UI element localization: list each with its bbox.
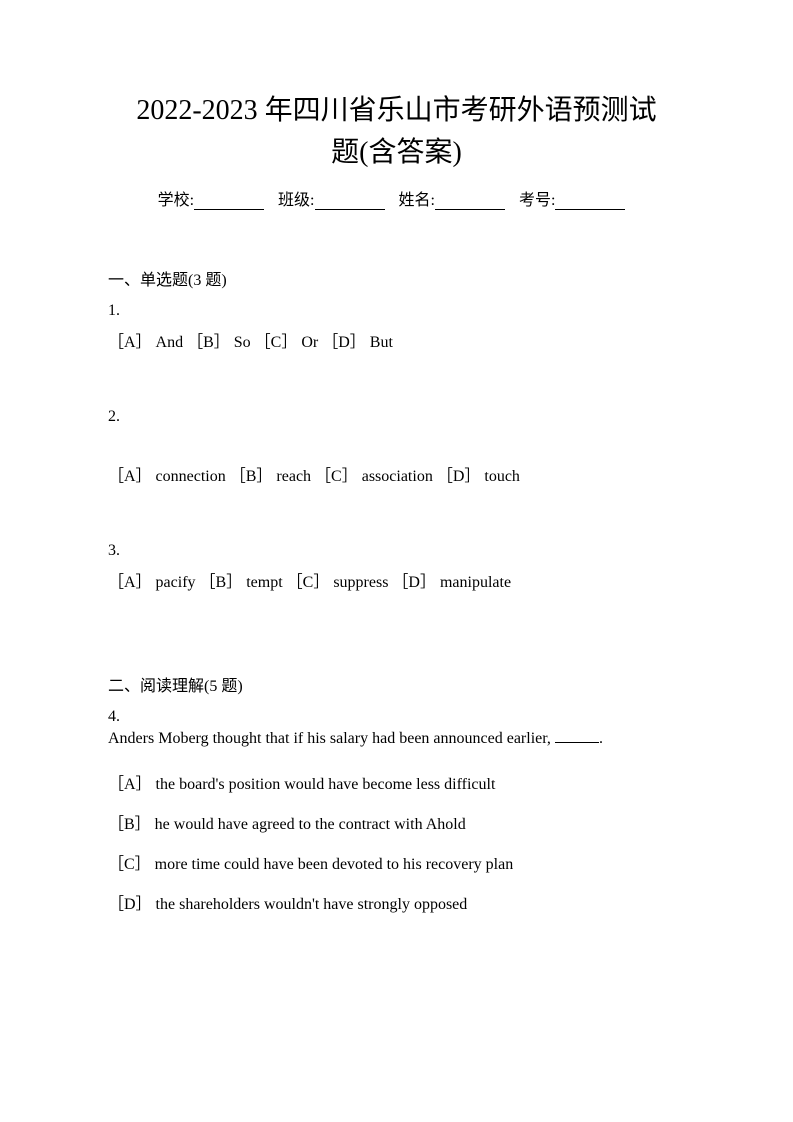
- question-4-option-a: ［A］ the board's position would have beco…: [108, 770, 685, 794]
- question-4-text-after: .: [599, 730, 603, 747]
- class-label: 班级:: [278, 192, 314, 209]
- student-info-row: 学校: 班级: 姓名: 考号:: [108, 186, 685, 210]
- question-2: 2. ［A］ connection ［B］ reach ［C］ associat…: [108, 408, 685, 486]
- class-blank: [315, 194, 385, 210]
- question-2-number: 2.: [108, 408, 685, 426]
- question-2-options: ［A］ connection ［B］ reach ［C］ association…: [108, 462, 685, 486]
- question-1-number: 1.: [108, 302, 685, 320]
- question-1: 1. ［A］ And ［B］ So ［C］ Or ［D］ But: [108, 302, 685, 352]
- document-title: 2022-2023 年四川省乐山市考研外语预测试 题(含答案): [108, 90, 685, 174]
- question-4-number: 4.: [108, 708, 685, 726]
- question-4-option-b: ［B］ he would have agreed to the contract…: [108, 810, 685, 834]
- section-2-heading: 二、阅读理解(5 题): [108, 672, 685, 696]
- question-3-options: ［A］ pacify ［B］ tempt ［C］ suppress ［D］ ma…: [108, 568, 685, 592]
- question-4-option-d: ［D］ the shareholders wouldn't have stron…: [108, 890, 685, 914]
- question-3-number: 3.: [108, 542, 685, 560]
- school-label: 学校:: [158, 192, 194, 209]
- section-1-heading: 一、单选题(3 题): [108, 266, 685, 290]
- name-blank: [435, 194, 505, 210]
- title-line-2: 题(含答案): [331, 137, 462, 168]
- question-1-options: ［A］ And ［B］ So ［C］ Or ［D］ But: [108, 328, 685, 352]
- question-4-option-c: ［C］ more time could have been devoted to…: [108, 850, 685, 874]
- title-line-1: 2022-2023 年四川省乐山市考研外语预测试: [136, 95, 656, 126]
- exam-num-label: 考号:: [519, 192, 555, 209]
- question-3: 3. ［A］ pacify ［B］ tempt ［C］ suppress ［D］…: [108, 542, 685, 592]
- exam-num-blank: [555, 194, 625, 210]
- question-4-text: Anders Moberg thought that if his salary…: [108, 728, 685, 750]
- question-4-blank: [555, 729, 599, 743]
- question-4-text-before: Anders Moberg thought that if his salary…: [108, 730, 555, 747]
- question-4: 4. Anders Moberg thought that if his sal…: [108, 708, 685, 914]
- school-blank: [194, 194, 264, 210]
- name-label: 姓名:: [399, 192, 435, 209]
